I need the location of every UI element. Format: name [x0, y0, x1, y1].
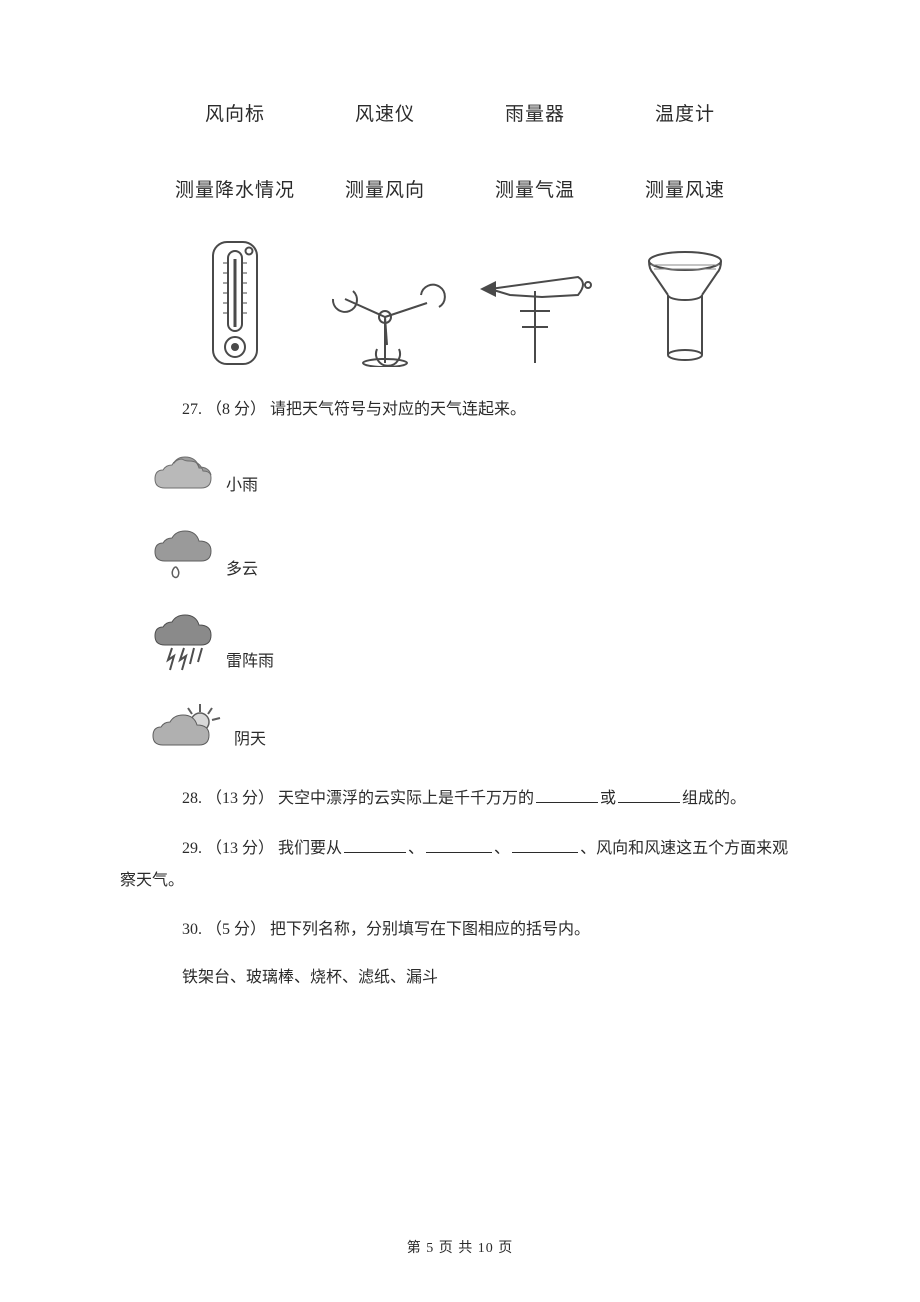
q29-suffix: 、风向和风速这五个方面来观 [580, 840, 788, 857]
label-thermometer: 温度计 [610, 100, 760, 130]
question-30: 30. （5 分） 把下列名称，分别填写在下图相应的括号内。 [150, 917, 800, 943]
label-measure-temp: 测量气温 [460, 176, 610, 206]
q29-blank-2[interactable] [426, 836, 492, 853]
label-measure-wind-dir: 测量风向 [310, 176, 460, 206]
q30-item-list: 铁架台、玻璃棒、烧杯、滤纸、漏斗 [150, 965, 800, 991]
q28-pre: 天空中漂浮的云实际上是千千万万的 [278, 790, 534, 807]
label-anemometer: 风速仪 [310, 100, 460, 130]
exam-page: 风向标 风速仪 雨量器 温度计 测量降水情况 测量风向 测量气温 测量风速 [0, 0, 920, 1302]
page-footer: 第 5 页 共 10 页 [0, 1238, 920, 1260]
weather-item-4: 阴天 [150, 700, 800, 756]
label-rain-gauge: 雨量器 [460, 100, 610, 130]
q30-points: （5 分） [206, 921, 266, 938]
measurement-row: 测量降水情况 测量风向 测量气温 测量风速 [160, 176, 760, 206]
thermometer-icon [160, 239, 310, 367]
rain-gauge-icon [610, 247, 760, 367]
weather-label-4: 阴天 [234, 727, 266, 757]
q29-sep-2: 、 [494, 840, 510, 857]
label-measure-rain: 测量降水情况 [160, 176, 310, 206]
q28-post: 组成的。 [682, 790, 746, 807]
q29-points: （13 分） [206, 840, 274, 857]
instrument-names-row: 风向标 风速仪 雨量器 温度计 [160, 100, 760, 130]
weather-label-1: 小雨 [226, 473, 258, 503]
weather-label-3: 雷阵雨 [226, 649, 274, 679]
question-29-line2: 察天气。 [120, 868, 800, 894]
cloud-partly-icon [150, 700, 228, 756]
cloud-light-rain-icon [150, 524, 220, 586]
weather-label-2: 多云 [226, 557, 258, 587]
q28-blank-2[interactable] [618, 786, 680, 803]
anemometer-icon [310, 267, 460, 367]
question-29: 29. （13 分） 我们要从 、 、 、风向和风速这五个方面来观 [150, 836, 800, 862]
label-wind-vane: 风向标 [160, 100, 310, 130]
cloud-thunderstorm-icon [150, 608, 220, 678]
q28-blank-1[interactable] [536, 786, 598, 803]
q29-blank-1[interactable] [344, 836, 406, 853]
q28-number: 28. [182, 790, 202, 807]
q28-points: （13 分） [206, 790, 274, 807]
q27-points: （8 分） [206, 401, 266, 418]
q29-blank-3[interactable] [512, 836, 578, 853]
weather-item-3: 雷阵雨 [150, 608, 800, 678]
weather-symbol-list: 小雨 多云 雷阵雨 [150, 447, 800, 756]
instrument-images-row [160, 237, 760, 367]
q28-mid: 或 [600, 790, 616, 807]
cloud-overcast-icon [150, 447, 220, 502]
question-27: 27. （8 分） 请把天气符号与对应的天气连起来。 [150, 397, 800, 423]
question-28: 28. （13 分） 天空中漂浮的云实际上是千千万万的 或 组成的。 [150, 786, 800, 812]
q30-number: 30. [182, 921, 202, 938]
q27-number: 27. [182, 401, 202, 418]
q29-number: 29. [182, 840, 202, 857]
weather-item-1: 小雨 [150, 447, 800, 502]
q29-sep-1: 、 [408, 840, 424, 857]
q27-text: 请把天气符号与对应的天气连起来。 [270, 401, 526, 418]
q29-pre: 我们要从 [278, 840, 342, 857]
wind-vane-icon [460, 247, 610, 367]
weather-item-2: 多云 [150, 524, 800, 586]
q30-text: 把下列名称，分别填写在下图相应的括号内。 [270, 921, 590, 938]
label-measure-wind-speed: 测量风速 [610, 176, 760, 206]
